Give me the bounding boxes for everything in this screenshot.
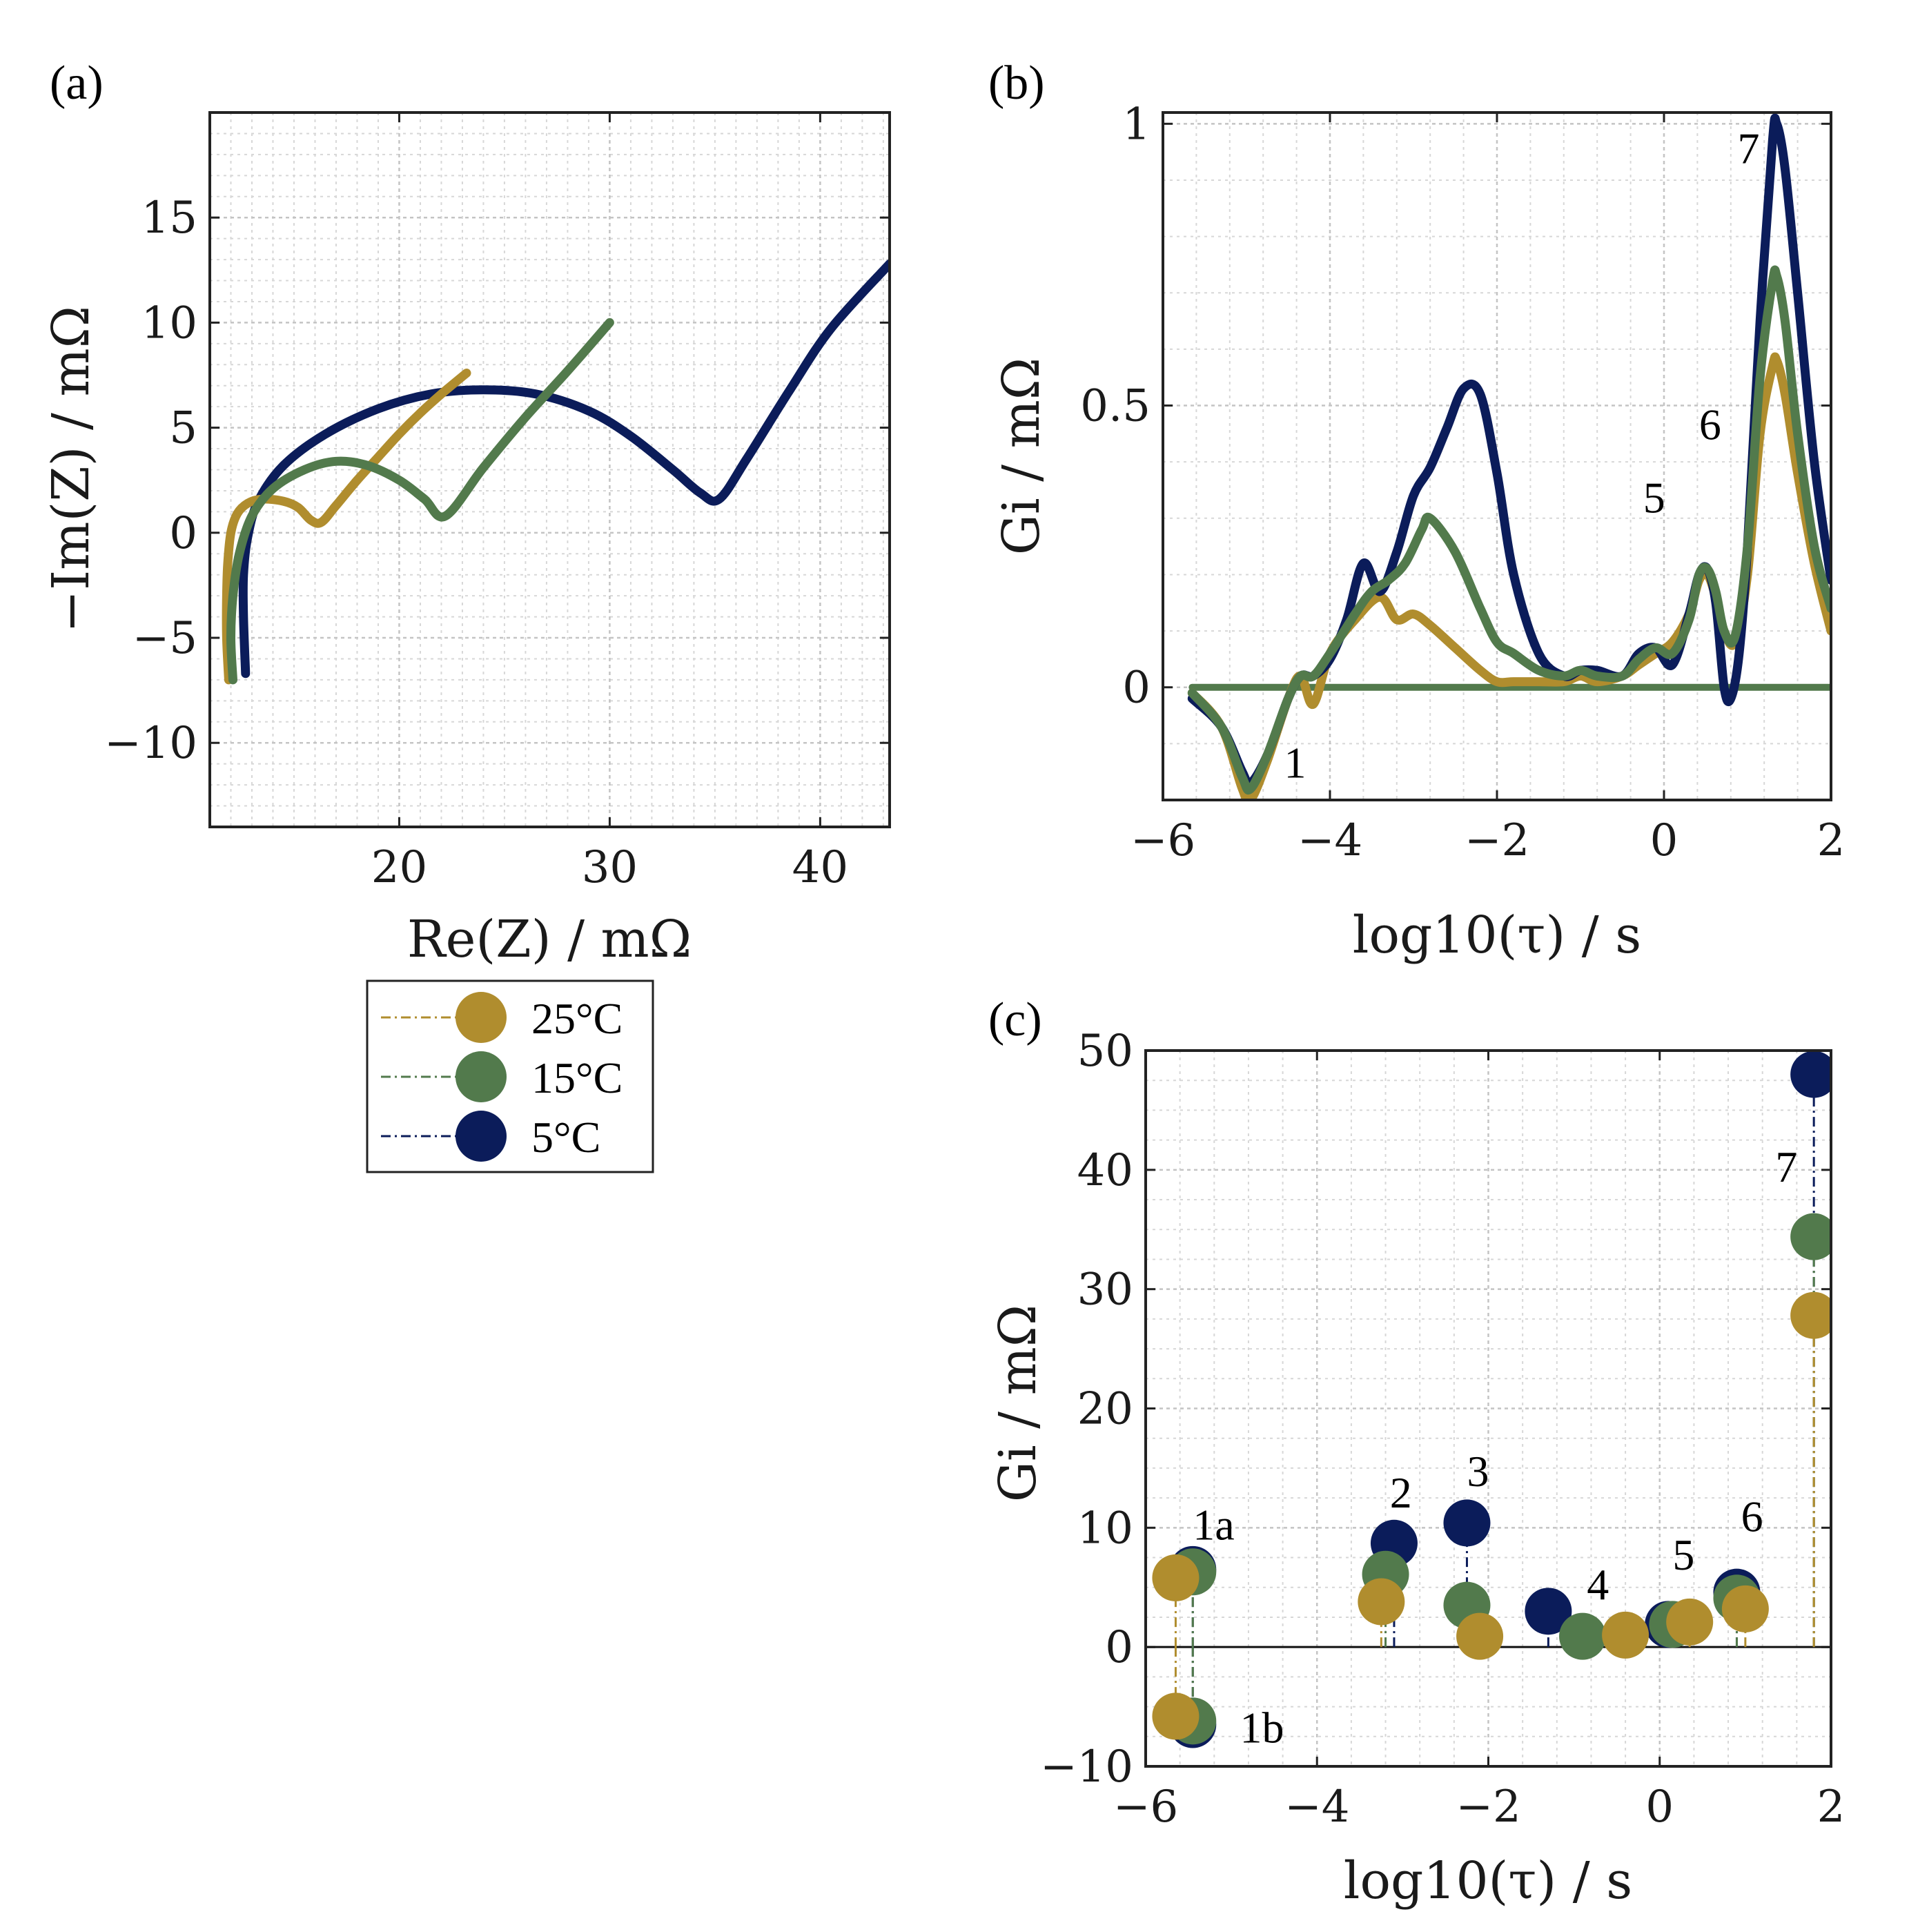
panel-a-ylabel: −Im(Z) / mΩ bbox=[41, 306, 101, 633]
y-tick-label: 30 bbox=[1077, 1265, 1133, 1316]
marker-25-c bbox=[1358, 1578, 1405, 1626]
series-line-25-c bbox=[1187, 352, 1831, 800]
panel-a-series bbox=[222, 259, 890, 685]
panel-c-frame bbox=[1144, 1049, 1832, 1768]
annotation-6: 6 bbox=[1741, 1492, 1763, 1541]
y-tick-label: 10 bbox=[1077, 1503, 1133, 1554]
marker-25-c bbox=[1721, 1585, 1769, 1632]
y-tick-label: 0 bbox=[1122, 663, 1151, 714]
annotation-6: 6 bbox=[1699, 400, 1721, 449]
marker-5-c bbox=[1525, 1588, 1572, 1635]
x-tick-label: 0 bbox=[1650, 815, 1678, 866]
x-tick-label: −4 bbox=[1298, 815, 1362, 866]
x-tick-label: −2 bbox=[1456, 1782, 1520, 1833]
y-tick-label: 40 bbox=[1077, 1145, 1133, 1196]
y-tick-label: 20 bbox=[1077, 1384, 1133, 1435]
legend-label-5c: 5°C bbox=[531, 1113, 600, 1162]
panel-c-xlabel: log10(τ) / s bbox=[1344, 1851, 1632, 1911]
panel-c-annotations: 1a 1b 2 3 4 56 7 bbox=[1193, 1142, 1797, 1752]
panel-b-series bbox=[1187, 113, 1831, 800]
annotation-5: 5 bbox=[1643, 474, 1665, 523]
panel-b-ticks: −6 −4 −2 0 2 0 0.5 1 bbox=[1080, 99, 1845, 866]
panel-c: −6 −4 −2 0 2 −10 0 10 20 30 40 50 1a 1b 2 3 4 56 7 (c) lo… bbox=[988, 993, 1845, 1911]
panel-a: 20 30 40 −10 −5 0 5 10 15 (a) Re(Z) / mΩ −Im(Z) … bbox=[41, 57, 891, 969]
series-line-25-c bbox=[222, 369, 471, 685]
legend-marker-25c bbox=[456, 992, 507, 1043]
annotation-2: 2 bbox=[1390, 1468, 1412, 1517]
y-tick-label: 10 bbox=[141, 297, 197, 349]
series-line-15-c bbox=[226, 318, 614, 685]
x-tick-label: 30 bbox=[582, 842, 638, 893]
legend-item-15c: 15°C bbox=[381, 1051, 623, 1102]
y-tick-label: 0 bbox=[169, 508, 197, 559]
marker-25-c bbox=[1602, 1611, 1649, 1659]
panel-a-ticks: 20 30 40 −10 −5 0 5 10 15 bbox=[104, 113, 890, 893]
annotation-7: 7 bbox=[1775, 1142, 1797, 1191]
panel-c-ylabel: Gi / mΩ bbox=[988, 1305, 1048, 1502]
legend-label-15c: 15°C bbox=[531, 1053, 623, 1102]
panel-b-frame bbox=[1162, 111, 1832, 801]
y-tick-label: 1 bbox=[1122, 99, 1151, 150]
x-tick-label: 0 bbox=[1645, 1782, 1674, 1833]
y-tick-label: 50 bbox=[1077, 1026, 1133, 1077]
y-tick-label: 0 bbox=[1105, 1622, 1133, 1673]
panel-b-label: (b) bbox=[988, 57, 1045, 110]
marker-25-c bbox=[1790, 1291, 1831, 1339]
panel-c-ticks: −6 −4 −2 0 2 −10 0 10 20 30 40 50 bbox=[1040, 1026, 1845, 1833]
annotation-3: 3 bbox=[1467, 1447, 1489, 1496]
marker-25-c bbox=[1456, 1612, 1504, 1660]
marker-5-c bbox=[1790, 1051, 1831, 1098]
annotation-5: 5 bbox=[1672, 1530, 1694, 1579]
panel-c-label: (c) bbox=[988, 993, 1042, 1046]
legend-item-25c: 25°C bbox=[381, 992, 623, 1043]
annotation-1a: 1a bbox=[1193, 1501, 1234, 1550]
panel-a-label: (a) bbox=[50, 57, 104, 110]
y-tick-label: −10 bbox=[1040, 1741, 1133, 1793]
y-tick-label: −10 bbox=[104, 718, 197, 769]
legend: 25°C 15°C 5°C bbox=[366, 979, 654, 1173]
panel-b-ylabel: Gi / mΩ bbox=[992, 358, 1051, 555]
annotation-4: 4 bbox=[1587, 1560, 1609, 1609]
x-tick-label: 2 bbox=[1817, 1782, 1846, 1833]
annotation-1b: 1b bbox=[1240, 1703, 1284, 1752]
y-tick-label: 0.5 bbox=[1080, 381, 1151, 432]
panel-a-frame bbox=[208, 111, 891, 828]
marker-25-c bbox=[1152, 1554, 1200, 1601]
y-tick-label: 15 bbox=[141, 193, 197, 244]
legend-item-5c: 5°C bbox=[381, 1111, 600, 1162]
marker-25-c bbox=[1152, 1692, 1200, 1740]
panel-b-xlabel: log10(τ) / s bbox=[1353, 906, 1641, 965]
panel-c-series bbox=[1146, 1051, 1831, 1748]
y-tick-label: −5 bbox=[133, 613, 197, 664]
x-tick-label: 40 bbox=[792, 842, 848, 893]
x-tick-label: 20 bbox=[371, 842, 427, 893]
marker-5-c bbox=[1443, 1499, 1491, 1547]
x-tick-label: 2 bbox=[1817, 815, 1846, 866]
legend-marker-15c bbox=[456, 1051, 507, 1102]
legend-label-25c: 25°C bbox=[531, 994, 623, 1043]
panel-a-xlabel: Re(Z) / mΩ bbox=[407, 910, 692, 969]
y-tick-label: 5 bbox=[169, 403, 197, 454]
x-tick-label: −6 bbox=[1130, 815, 1195, 866]
annotation-1: 1 bbox=[1284, 738, 1306, 787]
legend-marker-5c bbox=[456, 1111, 507, 1162]
x-tick-label: −2 bbox=[1465, 815, 1529, 866]
marker-15-c bbox=[1559, 1612, 1607, 1660]
marker-15-c bbox=[1790, 1213, 1831, 1260]
marker-25-c bbox=[1666, 1598, 1714, 1646]
annotation-7: 7 bbox=[1737, 124, 1759, 173]
x-tick-label: −4 bbox=[1284, 1782, 1349, 1833]
x-tick-label: −6 bbox=[1113, 1782, 1178, 1833]
series-line-15-c bbox=[1187, 265, 1831, 795]
